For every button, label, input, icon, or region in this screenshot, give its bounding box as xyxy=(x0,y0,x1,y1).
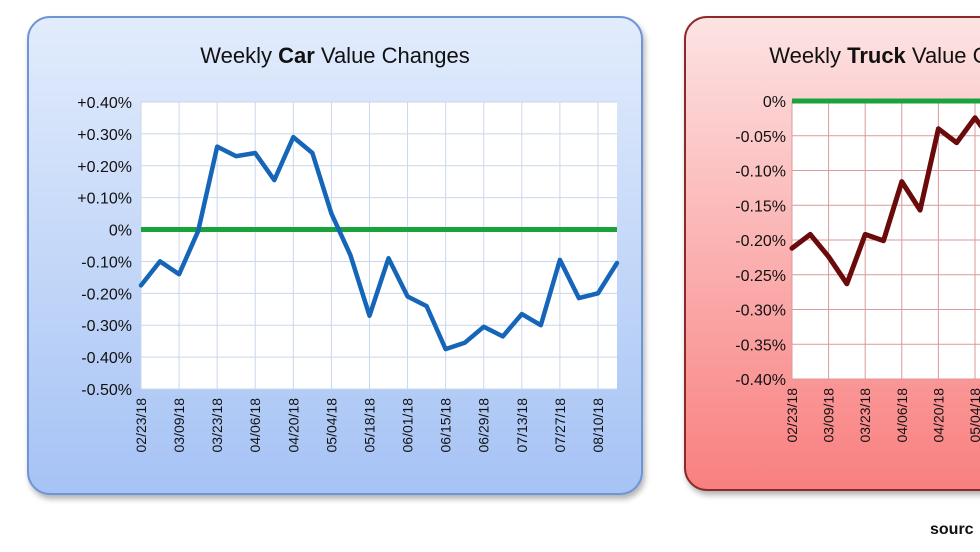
car-title-part: Weekly xyxy=(200,43,272,68)
truck-title-part: Weekly xyxy=(769,43,841,68)
car-x-tick-label: 05/04/18 xyxy=(323,398,339,453)
car-x-tick-label: 06/15/18 xyxy=(438,398,454,453)
car-x-tick-label: 08/10/18 xyxy=(590,398,606,453)
truck-x-tick-label: 02/23/18 xyxy=(784,388,800,443)
truck-x-tick-label: 03/09/18 xyxy=(821,388,837,443)
car-y-tick-label: +0.20% xyxy=(77,159,132,176)
car-x-tick-label: 05/18/18 xyxy=(361,398,377,453)
truck-x-tick-label: 03/23/18 xyxy=(857,388,873,443)
truck-series-line xyxy=(789,115,980,287)
truck-y-tick-label: 0% xyxy=(763,94,786,111)
truck-y-tick-label: -0.35% xyxy=(735,337,786,354)
truck-title-part: Truck xyxy=(841,43,907,68)
car-y-tick-label: +0.40% xyxy=(77,95,132,112)
truck-x-tick-label: 04/06/18 xyxy=(894,388,910,443)
car-plot-area xyxy=(141,102,617,389)
car-y-tick-label: -0.30% xyxy=(81,318,132,335)
car-chart-title: Weekly Car Value Changes xyxy=(200,43,469,68)
truck-x-tick-label: 05/04/18 xyxy=(967,388,980,443)
car-x-tick-label: 04/06/18 xyxy=(247,398,263,453)
car-x-tick-label: 06/29/18 xyxy=(476,398,492,453)
car-x-tick-label: 07/13/18 xyxy=(514,398,530,453)
car-x-tick-label: 03/09/18 xyxy=(171,398,187,453)
car-chart: +0.40% +0.30% +0.20% +0.10% 0% -0.10% -0.20% -0… xyxy=(77,43,620,453)
car-series-line xyxy=(138,134,620,352)
car-x-tick-label: 07/27/18 xyxy=(552,398,568,453)
truck-y-tick-label: -0.05% xyxy=(735,129,786,146)
truck-chart: 0% -0.05% -0.10% -0.15% -0.20% -0.25% -0.30% -0… xyxy=(735,43,980,443)
car-x-tick-label: 04/20/18 xyxy=(285,398,301,453)
car-x-tick-label: 06/01/18 xyxy=(400,398,416,453)
source-text: sourc xyxy=(930,521,974,538)
truck-y-tick-label: -0.25% xyxy=(735,268,786,285)
truck-y-tick-label: -0.10% xyxy=(735,164,786,181)
car-title-part: Car xyxy=(272,43,315,68)
car-x-tick-label: 03/23/18 xyxy=(209,398,225,453)
car-y-tick-label: -0.40% xyxy=(81,350,132,367)
truck-y-tick-label: -0.40% xyxy=(735,372,786,389)
truck-chart-title: Weekly Truck Value Changes xyxy=(769,43,980,68)
car-y-tick-label: -0.50% xyxy=(81,382,132,399)
car-y-tick-label: +0.30% xyxy=(77,127,132,144)
car-title-part: Value Changes xyxy=(315,43,470,68)
car-y-tick-label: +0.10% xyxy=(77,191,132,208)
truck-y-tick-label: -0.20% xyxy=(735,233,786,250)
truck-x-tick-label: 04/20/18 xyxy=(930,388,946,443)
car-y-tick-label: -0.20% xyxy=(81,286,132,303)
car-x-tick-label: 02/23/18 xyxy=(133,398,149,453)
truck-y-tick-label: -0.15% xyxy=(735,198,786,215)
truck-title-part: Value Changes xyxy=(906,43,980,68)
truck-y-tick-label: -0.30% xyxy=(735,303,786,320)
car-y-tick-label: -0.10% xyxy=(81,254,132,271)
car-y-tick-label: 0% xyxy=(109,223,132,240)
